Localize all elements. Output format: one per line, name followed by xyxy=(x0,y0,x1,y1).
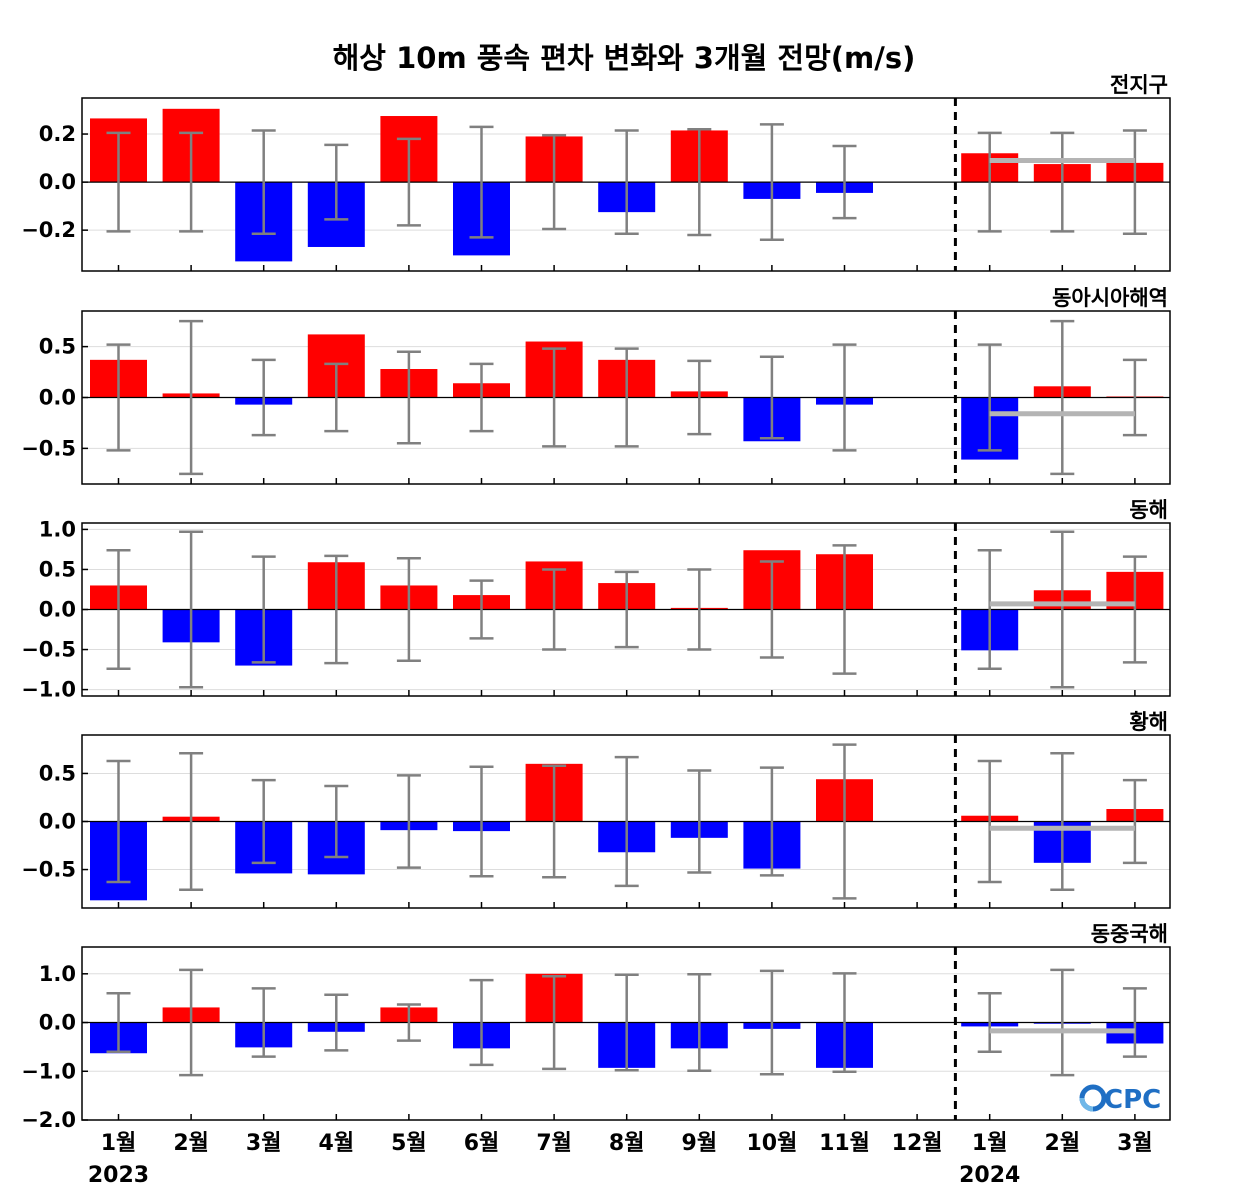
y-tick-label: −0.5 xyxy=(21,436,76,460)
x-tick-label: 9월 xyxy=(682,1131,718,1156)
y-tick-label: 0.2 xyxy=(39,122,76,146)
y-tick-label: −1.0 xyxy=(21,678,76,702)
x-tick-label: 1월 xyxy=(101,1131,137,1156)
x-tick-label: 7월 xyxy=(536,1131,572,1156)
y-tick-label: 0.0 xyxy=(39,598,76,622)
y-tick-label: 0.0 xyxy=(39,810,76,834)
x-tick-label: 6월 xyxy=(464,1131,500,1156)
x-tick-label: 11월 xyxy=(819,1131,870,1156)
x-tick-label: 2월 xyxy=(1045,1131,1081,1156)
y-tick-label: −0.5 xyxy=(21,638,76,662)
x-tick-label: 10월 xyxy=(746,1131,797,1156)
panel-title: 동아시아해역 xyxy=(1052,286,1168,310)
year-label: 2024 xyxy=(959,1163,1020,1188)
logo-icon xyxy=(1079,1084,1107,1112)
y-tick-label: −0.2 xyxy=(21,218,76,242)
panel-4: −0.5 0.0 0.5 황해 xyxy=(21,710,1171,909)
panel-title: 전지구 xyxy=(1110,73,1168,97)
chart-title: 해상 10m 풍속 편차 변화와 3개월 전망(m/s) xyxy=(333,41,916,75)
panels-layer: −0.2 0.0 0.2 전지구 −0.5 0.0 0.5 동아시아해역 −1.0 −0.5 0.0… xyxy=(21,73,1171,1132)
panel-3: −1.0 −0.5 0.0 0.5 1.0 동해 xyxy=(21,498,1171,702)
panel-1: −0.2 0.0 0.2 전지구 xyxy=(21,73,1171,272)
y-tick-label: 0.5 xyxy=(39,335,76,359)
y-tick-label: −2.0 xyxy=(21,1108,76,1132)
y-tick-label: 1.0 xyxy=(39,517,76,541)
y-tick-label: 1.0 xyxy=(39,962,76,986)
panel-5: −2.0 −1.0 0.0 1.0 동중국해 xyxy=(21,922,1171,1132)
x-tick-label: 3월 xyxy=(1117,1131,1153,1156)
y-tick-label: 0.0 xyxy=(39,386,76,410)
y-tick-label: 0.5 xyxy=(39,557,76,581)
x-tick-label: 5월 xyxy=(391,1131,427,1156)
x-tick-label: 1월 xyxy=(972,1131,1008,1156)
x-tick-label: 8월 xyxy=(609,1131,645,1156)
x-tick-label: 4월 xyxy=(319,1131,355,1156)
logo-text: CPC xyxy=(1104,1085,1161,1115)
y-tick-label: 0.0 xyxy=(39,170,76,194)
x-tick-label: 12월 xyxy=(892,1131,943,1156)
panel-2: −0.5 0.0 0.5 동아시아해역 xyxy=(21,286,1171,485)
y-tick-label: 0.5 xyxy=(39,761,76,785)
year-label: 2023 xyxy=(88,1163,149,1188)
x-tick-label: 3월 xyxy=(246,1131,282,1156)
panel-title: 동해 xyxy=(1129,498,1168,522)
y-tick-label: −0.5 xyxy=(21,858,76,882)
y-tick-label: 0.0 xyxy=(39,1011,76,1035)
panel-title: 동중국해 xyxy=(1091,922,1168,946)
ocpc-logo: CPC xyxy=(1079,1084,1161,1115)
y-tick-label: −1.0 xyxy=(21,1059,76,1083)
x-tick-label: 2월 xyxy=(173,1131,209,1156)
panel-title: 황해 xyxy=(1129,710,1168,734)
x-axis: 1월 2월 3월 4월 5월 6월 7월 8월 9월 10월 11월 12월 1월 2월 3월 2023 202… xyxy=(88,1131,1153,1188)
